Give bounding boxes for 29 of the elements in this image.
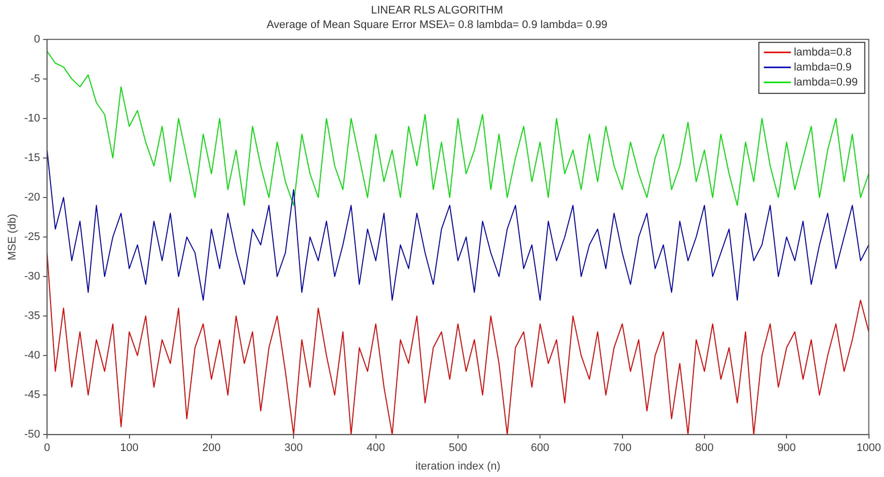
x-tick-label: 100 [120, 442, 138, 454]
y-tick-label: -40 [24, 350, 40, 362]
x-tick-label: 1000 [856, 442, 882, 454]
x-tick-label: 300 [284, 442, 303, 454]
y-axis-title: MSE (db) [6, 214, 19, 260]
x-tick-label: 500 [448, 442, 468, 454]
x-tick-label: 0 [44, 442, 50, 454]
x-axis-title: iteration index (n) [415, 460, 500, 472]
y-tick-label: -35 [24, 310, 40, 322]
x-tick-label: 400 [366, 442, 385, 454]
x-tick-label: 800 [695, 442, 714, 454]
y-tick-label: -15 [24, 152, 40, 164]
chart-title: LINEAR RLS ALGORITHM [370, 4, 504, 17]
x-tick-label: 900 [777, 442, 796, 454]
y-tick-label: 0 [34, 33, 40, 46]
y-tick-label: -20 [24, 192, 40, 204]
legend-label: lambda=0.9 [794, 61, 852, 74]
legend-label: lambda=0.99 [794, 76, 858, 88]
chart-subtitle: Average of Mean Square Error MSEλ= 0.8 lambda= 0.9 lambda= 0.99 [266, 18, 608, 31]
x-tick-label: 200 [202, 442, 221, 454]
y-tick-label: -30 [24, 270, 40, 283]
y-tick-label: -45 [24, 389, 40, 402]
x-tick-label: 600 [530, 442, 550, 454]
y-tick-label: -50 [24, 428, 40, 441]
y-tick-label: -5 [30, 72, 40, 85]
y-tick-label: -10 [24, 112, 40, 124]
legend-label: lambda=0.8 [794, 46, 852, 58]
x-tick-label: 700 [613, 442, 632, 454]
y-tick-label: -25 [24, 231, 40, 244]
